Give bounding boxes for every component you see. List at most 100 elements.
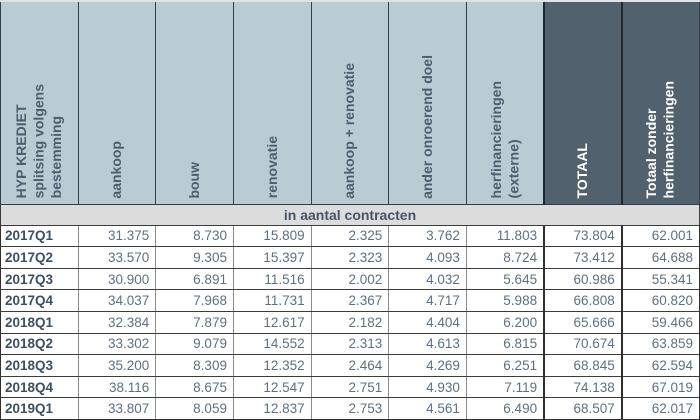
table-row: 2018Q1 32.384 7.879 12.617 2.182 4.404 6.200 65… xyxy=(0,310,700,334)
cell-2017Q1-renovatie: 15.809 xyxy=(232,224,312,248)
table-body: 2017Q1 31.375 8.730 15.809 2.325 3.762 11.803 7… xyxy=(0,224,700,420)
cell-2018Q1-renovatie: 12.617 xyxy=(232,310,312,334)
column-header-aankoop: aankoop xyxy=(77,0,157,205)
column-header-renovatie: renovatie xyxy=(232,0,312,205)
cell-2017Q4-herfinancieringen-externe: 5.988 xyxy=(465,289,545,312)
row-label: 2018Q3 xyxy=(0,354,79,377)
cell-2017Q3-totaal-zonder-herfinancieringen: 55.341 xyxy=(620,267,700,291)
cell-2018Q4-renovatie: 12.547 xyxy=(232,375,312,399)
column-header-label: herfinancieringen (externe) xyxy=(487,81,522,199)
cell-2017Q1-aankoop: 31.375 xyxy=(77,224,157,248)
cell-2017Q4-totaal-zonder-herfinancieringen: 60.820 xyxy=(620,289,700,312)
cell-2017Q3-totaal: 60.986 xyxy=(543,267,623,291)
cell-2017Q3-aankoop: 30.900 xyxy=(77,267,157,291)
column-header-totaal-zonder-herfinancieringen: Totaal zonder herfinancieringen xyxy=(620,0,700,205)
cell-2018Q4-herfinancieringen-externe: 7.119 xyxy=(465,375,545,399)
cell-2018Q1-bouw: 7.879 xyxy=(155,310,234,334)
table-row: 2018Q4 38.116 8.675 12.547 2.751 4.930 7.119 74… xyxy=(0,375,700,399)
column-header-label: TOTAAL xyxy=(574,143,591,199)
cell-2017Q2-aankoop: 33.570 xyxy=(77,246,157,269)
cell-2018Q3-renovatie: 12.352 xyxy=(232,354,312,377)
cell-2018Q2-renovatie: 14.552 xyxy=(232,332,312,356)
table-row: 2017Q4 34.037 7.968 11.731 2.367 4.717 5.988 66… xyxy=(0,289,700,312)
cell-2017Q1-aankoop-renovatie: 2.325 xyxy=(310,224,390,248)
cell-2018Q3-aankoop-renovatie: 2.464 xyxy=(310,354,390,377)
cell-2017Q4-totaal: 66.808 xyxy=(543,289,623,312)
cell-2019Q1-totaal-zonder-herfinancieringen: 62.017 xyxy=(620,397,700,420)
cell-2017Q1-ander-onroerend-doel: 3.762 xyxy=(388,224,467,248)
row-label: 2018Q1 xyxy=(0,310,79,334)
cell-2017Q3-aankoop-renovatie: 2.002 xyxy=(310,267,390,291)
cell-2019Q1-totaal: 68.507 xyxy=(543,397,623,420)
row-label: 2018Q4 xyxy=(0,375,79,399)
column-header-aankoop-renovatie: aankoop + renovatie xyxy=(310,0,390,205)
cell-2017Q2-totaal: 73.412 xyxy=(543,246,623,269)
cell-2018Q3-aankoop: 35.200 xyxy=(77,354,157,377)
row-label: 2017Q4 xyxy=(0,289,79,312)
table-row: 2017Q2 33.570 9.305 15.397 2.323 4.093 8.724 73… xyxy=(0,246,700,269)
cell-2017Q3-herfinancieringen-externe: 5.645 xyxy=(465,267,545,291)
cell-2017Q3-bouw: 6.891 xyxy=(155,267,234,291)
row-label: 2017Q1 xyxy=(0,224,79,248)
cell-2018Q3-ander-onroerend-doel: 4.269 xyxy=(388,354,467,377)
row-label: 2019Q1 xyxy=(0,397,79,420)
table-row: 2017Q3 30.900 6.891 11.516 2.002 4.032 5.645 60… xyxy=(0,267,700,291)
cell-2018Q3-totaal-zonder-herfinancieringen: 62.594 xyxy=(620,354,700,377)
cell-2017Q4-aankoop-renovatie: 2.367 xyxy=(310,289,390,312)
cell-2018Q4-ander-onroerend-doel: 4.930 xyxy=(388,375,467,399)
cell-2018Q4-aankoop-renovatie: 2.751 xyxy=(310,375,390,399)
cell-2018Q1-herfinancieringen-externe: 6.200 xyxy=(465,310,545,334)
row-label: 2017Q3 xyxy=(0,267,79,291)
cell-2017Q3-renovatie: 11.516 xyxy=(232,267,312,291)
cell-2017Q1-herfinancieringen-externe: 11.803 xyxy=(465,224,545,248)
column-header-label: Totaal zonder herfinancieringen xyxy=(643,81,677,199)
cell-2017Q2-ander-onroerend-doel: 4.093 xyxy=(388,246,467,269)
column-header-label: aankoop xyxy=(108,140,125,199)
cell-2017Q2-totaal-zonder-herfinancieringen: 64.688 xyxy=(620,246,700,269)
cell-2017Q4-renovatie: 11.731 xyxy=(232,289,312,312)
section-title: in aantal contracten xyxy=(0,203,700,226)
corner-header: HYP KREDIET splitsing volgens bestemming xyxy=(0,0,79,205)
cell-2018Q1-totaal-zonder-herfinancieringen: 59.466 xyxy=(620,310,700,334)
cell-2018Q4-aankoop: 38.116 xyxy=(77,375,157,399)
cell-2018Q4-bouw: 8.675 xyxy=(155,375,234,399)
cell-2018Q2-ander-onroerend-doel: 4.613 xyxy=(388,332,467,356)
cell-2017Q1-bouw: 8.730 xyxy=(155,224,234,248)
column-header-label: bouw xyxy=(185,161,202,199)
cell-2017Q3-ander-onroerend-doel: 4.032 xyxy=(388,267,467,291)
corner-header-label: HYP KREDIET splitsing volgens bestemming xyxy=(13,84,65,199)
row-label: 2018Q2 xyxy=(0,332,79,356)
row-label: 2017Q2 xyxy=(0,246,79,269)
cell-2019Q1-aankoop-renovatie: 2.753 xyxy=(310,397,390,420)
column-header-ander-onroerend-doel: ander onroerend doel xyxy=(388,0,467,205)
cell-2018Q2-totaal: 70.674 xyxy=(543,332,623,356)
column-header-herfinancieringen-externe: herfinancieringen (externe) xyxy=(465,0,545,205)
cell-2018Q3-herfinancieringen-externe: 6.251 xyxy=(465,354,545,377)
column-header-bouw: bouw xyxy=(155,0,234,205)
cell-2018Q2-aankoop: 33.302 xyxy=(77,332,157,356)
column-header-totaal: TOTAAL xyxy=(543,0,623,205)
cell-2019Q1-aankoop: 33.807 xyxy=(77,397,157,420)
cell-2019Q1-bouw: 8.059 xyxy=(155,397,234,420)
cell-2017Q4-aankoop: 34.037 xyxy=(77,289,157,312)
cell-2017Q2-bouw: 9.305 xyxy=(155,246,234,269)
cell-2018Q2-herfinancieringen-externe: 6.815 xyxy=(465,332,545,356)
cell-2017Q4-bouw: 7.968 xyxy=(155,289,234,312)
cell-2018Q3-bouw: 8.309 xyxy=(155,354,234,377)
cell-2017Q1-totaal-zonder-herfinancieringen: 62.001 xyxy=(620,224,700,248)
table-row: 2018Q3 35.200 8.309 12.352 2.464 4.269 6.251 68… xyxy=(0,354,700,377)
header-row: HYP KREDIET splitsing volgens bestemming… xyxy=(0,0,700,205)
cell-2018Q1-ander-onroerend-doel: 4.404 xyxy=(388,310,467,334)
section-row: in aantal contracten xyxy=(0,203,700,226)
cell-2018Q1-aankoop: 32.384 xyxy=(77,310,157,334)
cell-2018Q2-bouw: 9.079 xyxy=(155,332,234,356)
cell-2018Q3-totaal: 68.845 xyxy=(543,354,623,377)
column-header-label: aankoop + renovatie xyxy=(341,62,358,199)
cell-2019Q1-renovatie: 12.837 xyxy=(232,397,312,420)
cell-2017Q2-renovatie: 15.397 xyxy=(232,246,312,269)
table-row: 2019Q1 33.807 8.059 12.837 2.753 4.561 6.490 68… xyxy=(0,397,700,420)
cell-2017Q2-aankoop-renovatie: 2.323 xyxy=(310,246,390,269)
cell-2017Q2-herfinancieringen-externe: 8.724 xyxy=(465,246,545,269)
